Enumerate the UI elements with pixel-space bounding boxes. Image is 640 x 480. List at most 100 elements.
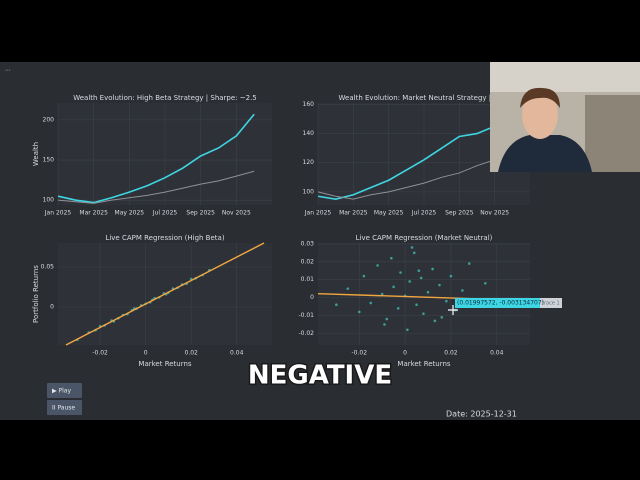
chart-title: Wealth Evolution: Market Neutral Strateg… <box>339 94 510 102</box>
line <box>317 121 513 200</box>
plot-area <box>318 243 530 345</box>
point <box>362 274 366 278</box>
y-tick-label: 150 <box>43 157 55 164</box>
chart-title: Live CAPM Regression (High Beta) <box>105 234 224 242</box>
point <box>346 287 350 290</box>
chart-title: Wealth Evolution: High Beta Strategy | S… <box>73 94 257 102</box>
tooltip-text: (0.01997572, -0.003134707) <box>457 300 544 307</box>
tooltip: (0.01997572, -0.003134707) trace 1 <box>448 298 562 315</box>
y-tick-label: 120 <box>303 159 315 166</box>
y-tick-label: -0.01 <box>298 312 314 319</box>
x-tick-label: Jul 2025 <box>411 210 437 217</box>
x-tick-label: -0.02 <box>351 350 367 357</box>
point <box>412 251 416 255</box>
point <box>417 269 421 273</box>
point <box>357 310 361 314</box>
webcam-shelf <box>585 95 640 172</box>
point <box>419 276 423 280</box>
y-axis-label: Portfolio Returns <box>32 265 40 323</box>
x-tick-label: May 2025 <box>374 210 404 217</box>
x-tick-label: Mar 2025 <box>339 210 368 217</box>
point <box>408 280 411 283</box>
x-tick-label: 0 <box>403 350 407 357</box>
point <box>426 290 430 294</box>
y-tick-label: 140 <box>303 130 315 137</box>
y-tick-label: 0.01 <box>301 276 315 283</box>
x-axis-label: Market Returns <box>138 360 192 368</box>
point <box>438 283 441 287</box>
point <box>445 299 448 303</box>
tooltip-trace-box <box>540 298 562 308</box>
point <box>369 301 373 305</box>
x-tick-label: May 2025 <box>115 210 145 217</box>
point <box>415 303 418 307</box>
webcam <box>490 62 640 172</box>
point <box>484 281 487 285</box>
tooltip-trace: trace 1 <box>542 301 560 307</box>
y-tick-label: 100 <box>43 197 55 204</box>
x-tick-label: 0.02 <box>444 350 458 357</box>
x-tick-label: Jan 2025 <box>44 210 72 217</box>
point <box>335 303 338 307</box>
y-tick-label: 200 <box>43 116 55 123</box>
fit-line <box>65 242 265 346</box>
x-axis-label: Market Returns <box>397 360 451 368</box>
point <box>449 274 453 278</box>
play-button[interactable] <box>47 383 82 398</box>
webcam-person-body <box>498 135 592 172</box>
y-tick-label: 0.02 <box>301 258 315 265</box>
point <box>390 256 393 260</box>
x-tick-label: -0.02 <box>92 350 108 357</box>
y-tick-label: 100 <box>303 188 315 195</box>
x-tick-label: Nov 2025 <box>222 210 251 217</box>
x-tick-label: 0.02 <box>185 350 199 357</box>
y-tick-label: 0 <box>310 294 314 301</box>
chart-title: Live CAPM Regression (Market Neutral) <box>356 234 493 242</box>
y-tick-label: 0.03 <box>301 240 315 247</box>
line <box>317 154 513 200</box>
point <box>433 319 437 323</box>
point <box>406 328 409 332</box>
point <box>440 315 444 319</box>
point <box>380 292 384 296</box>
point <box>410 246 414 249</box>
menu[interactable]: ... <box>5 66 11 73</box>
point <box>467 262 471 265</box>
x-tick-label: 0 <box>144 350 148 357</box>
point <box>376 264 379 267</box>
x-tick-label: Jul 2025 <box>152 210 178 217</box>
x-tick-label: 0.04 <box>230 350 244 357</box>
y-tick-label: 160 <box>303 101 315 108</box>
line <box>57 113 255 204</box>
point <box>392 285 395 289</box>
point <box>422 312 425 315</box>
y-tick-label: -0.02 <box>298 330 314 337</box>
tooltip-box <box>455 298 540 308</box>
point <box>461 289 464 292</box>
point <box>399 271 402 274</box>
line <box>57 170 255 204</box>
webcam-wall <box>490 62 640 92</box>
pause-button[interactable] <box>47 400 82 415</box>
y-axis-label: Wealth <box>32 142 40 166</box>
x-tick-label: Sep 2025 <box>445 210 474 217</box>
point <box>396 307 400 310</box>
x-tick-label: Nov 2025 <box>480 210 509 217</box>
y-tick-label: 0 <box>50 304 54 311</box>
point <box>383 323 386 326</box>
pause-label[interactable]: II Pause <box>52 405 75 412</box>
play-label[interactable]: ▶ Play <box>52 388 71 395</box>
x-tick-label: Jan 2025 <box>304 210 332 217</box>
x-tick-label: Mar 2025 <box>79 210 108 217</box>
cursor <box>448 305 458 315</box>
caption: NEGATIVE <box>248 361 392 391</box>
point <box>385 317 389 321</box>
x-tick-label: Sep 2025 <box>186 210 215 217</box>
webcam-person-hair <box>520 87 560 108</box>
y-tick-label: 0.05 <box>41 264 55 271</box>
point <box>431 267 434 271</box>
webcam-person-head <box>522 91 558 139</box>
date-label: Date: 2025-12-31 <box>446 410 517 419</box>
x-tick-label: 0.04 <box>490 350 504 357</box>
